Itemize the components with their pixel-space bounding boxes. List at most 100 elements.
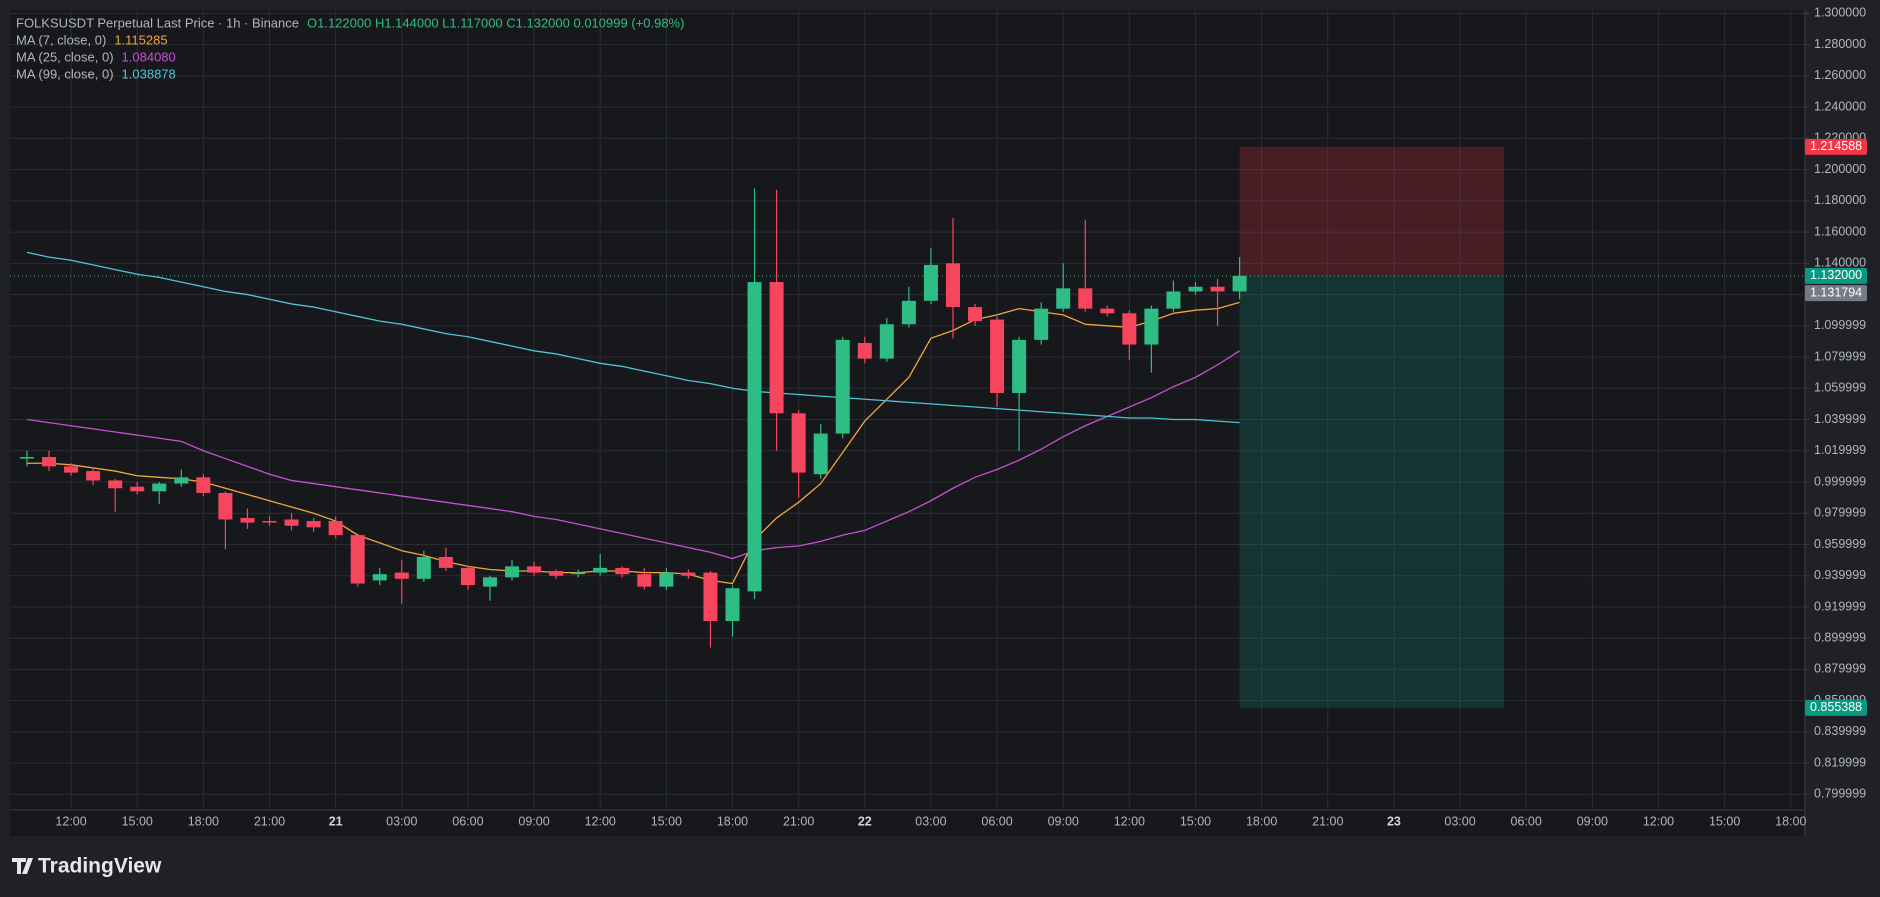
y-tick-label: 1.079999: [1814, 349, 1866, 363]
candle-body: [64, 466, 79, 473]
x-tick-label: 09:00: [1577, 814, 1608, 828]
y-tick-label: 1.099999: [1814, 318, 1866, 332]
candle-body: [262, 521, 277, 523]
candle-body: [1210, 286, 1225, 292]
x-tick-label: 06:00: [1511, 814, 1542, 828]
candle-body: [218, 492, 233, 520]
x-tick-label: 15:00: [651, 814, 682, 828]
candle-body: [923, 264, 938, 301]
candle-body: [372, 574, 387, 581]
price-label: 1.132000: [1810, 268, 1862, 282]
candle-body: [990, 319, 1005, 393]
candle-body: [593, 567, 608, 573]
x-tick-label: 09:00: [518, 814, 549, 828]
y-tick-label: 1.300000: [1814, 6, 1866, 20]
y-tick-label: 1.039999: [1814, 412, 1866, 426]
price-label-box: [1805, 699, 1867, 716]
x-tick-label: 21:00: [783, 814, 814, 828]
y-tick-label: 0.919999: [1814, 599, 1866, 613]
candle-body: [1034, 308, 1049, 340]
candle-body: [1012, 339, 1027, 393]
candle-body: [306, 521, 321, 528]
x-tick-label: 12:00: [55, 814, 86, 828]
x-tick-label: 21:00: [1312, 814, 1343, 828]
candle-body: [571, 572, 586, 575]
y-tick-label: 1.280000: [1814, 37, 1866, 51]
x-tick-label: 22: [858, 814, 872, 828]
candle-body: [196, 477, 211, 493]
y-tick-label: 1.180000: [1814, 193, 1866, 207]
ma-legend-value: 1.115285: [114, 32, 167, 47]
x-tick-label: 15:00: [122, 814, 153, 828]
y-tick-label: 1.140000: [1814, 256, 1866, 270]
candle-body: [1232, 275, 1247, 292]
x-tick-label: 18:00: [1775, 814, 1806, 828]
candle-body: [174, 477, 189, 484]
symbol-title: FOLKSUSDT Perpetual Last Price · 1h · Bi…: [16, 15, 299, 30]
candle-body: [1056, 288, 1071, 309]
x-tick-label: 15:00: [1180, 814, 1211, 828]
price-label-box: [1805, 138, 1867, 155]
candle-body: [549, 571, 564, 576]
y-tick-label: 0.939999: [1814, 568, 1866, 582]
y-tick-label: 0.819999: [1814, 755, 1866, 769]
candle-body: [1188, 286, 1203, 292]
price-label: 1.214588: [1810, 139, 1862, 153]
candle-body: [1166, 291, 1181, 309]
x-tick-label: 23: [1387, 814, 1401, 828]
candle-body: [130, 486, 145, 492]
ma-legend-name: MA (99, close, 0): [16, 66, 114, 81]
candle-body: [416, 556, 431, 579]
candle-body: [1122, 313, 1137, 345]
y-tick-label: 1.059999: [1814, 381, 1866, 395]
candle-body: [835, 339, 850, 434]
y-tick-label: 1.260000: [1814, 68, 1866, 82]
candle-body: [482, 577, 497, 587]
y-tick-label: 0.799999: [1814, 787, 1866, 801]
ma-legend-name: MA (7, close, 0): [16, 32, 106, 47]
candle-body: [968, 307, 983, 322]
candle-body: [945, 263, 960, 308]
candle-body: [615, 567, 630, 575]
target-zone: [1239, 275, 1505, 708]
ma-legend-name: MA (25, close, 0): [16, 49, 114, 64]
candle-body: [527, 566, 542, 573]
candle-body: [42, 457, 57, 467]
x-tick-label: 21: [329, 814, 343, 828]
x-tick-label: 15:00: [1709, 814, 1740, 828]
candle-body: [394, 572, 409, 579]
brand-name: TradingView: [38, 855, 162, 878]
y-tick-label: 0.979999: [1814, 506, 1866, 520]
y-tick-label: 1.240000: [1814, 99, 1866, 113]
x-tick-label: 09:00: [1048, 814, 1079, 828]
candle-body: [328, 521, 343, 536]
candle-body: [725, 588, 740, 622]
candle-body: [637, 574, 652, 587]
x-tick-label: 03:00: [1444, 814, 1475, 828]
candle-body: [879, 324, 894, 359]
y-tick-label: 1.160000: [1814, 224, 1866, 238]
candle-body: [791, 413, 806, 473]
candle-body: [284, 519, 299, 526]
x-tick-label: 18:00: [188, 814, 219, 828]
candle-body: [19, 457, 34, 459]
candle-body: [1144, 308, 1159, 345]
x-tick-label: 03:00: [386, 814, 417, 828]
ma-line: [26, 251, 1240, 424]
price-label: 1.131794: [1810, 285, 1862, 299]
candle-body: [681, 572, 696, 576]
price-label-box: [1805, 285, 1867, 302]
x-tick-label: 12:00: [585, 814, 616, 828]
candle-body: [240, 517, 255, 523]
y-tick-label: 0.879999: [1814, 662, 1866, 676]
stop-zone: [1239, 146, 1505, 276]
ma-legend-value: 1.084080: [122, 49, 176, 64]
candle-body: [813, 433, 828, 475]
x-tick-label: 06:00: [452, 814, 483, 828]
candle-body: [460, 567, 475, 586]
x-tick-label: 03:00: [915, 814, 946, 828]
y-tick-label: 1.200000: [1814, 162, 1866, 176]
candle-body: [152, 483, 167, 492]
